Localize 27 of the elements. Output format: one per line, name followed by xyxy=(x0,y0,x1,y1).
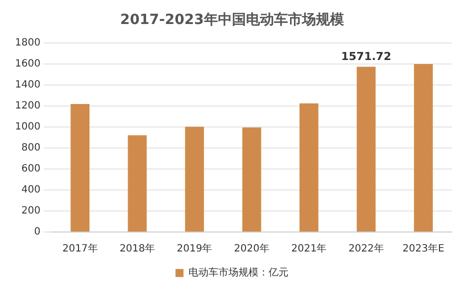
chart-title: 2017-2023年中国电动车市场规模 xyxy=(120,11,345,28)
y-tick-label: 200 xyxy=(21,206,40,217)
bar xyxy=(185,126,204,232)
x-tick-label: 2023年E xyxy=(402,242,444,255)
bar xyxy=(414,64,433,232)
y-tick-label: 400 xyxy=(21,184,40,196)
bar xyxy=(356,66,376,232)
x-tick-label: 2020年 xyxy=(234,242,270,255)
data-label: 1571.72 xyxy=(341,50,392,64)
y-tick-label: 600 xyxy=(21,164,40,175)
legend-label: 电动车市场规模：亿元 xyxy=(188,266,288,279)
bar xyxy=(70,104,90,232)
y-tick-label: 0 xyxy=(34,226,40,238)
x-tick-label: 2021年 xyxy=(291,242,327,255)
y-tick-label: 1400 xyxy=(14,79,40,90)
x-tick-label: 2019年 xyxy=(176,242,212,255)
y-tick-label: 1000 xyxy=(14,121,40,132)
bar xyxy=(242,128,262,232)
x-tick-label: 2017年 xyxy=(62,242,98,255)
y-tick-label: 1800 xyxy=(14,37,40,48)
x-tick-label: 2018年 xyxy=(120,242,156,255)
x-tick-label: 2022年 xyxy=(348,242,384,255)
y-tick-label: 1600 xyxy=(14,58,40,70)
y-tick-label: 1200 xyxy=(14,100,40,112)
bar xyxy=(128,135,147,232)
y-tick-label: 800 xyxy=(21,142,40,154)
bar xyxy=(300,103,318,232)
